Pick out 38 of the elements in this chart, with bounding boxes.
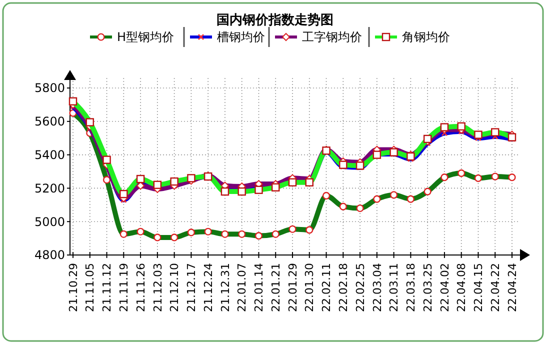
- x-tick-label: 22.04.08: [455, 263, 468, 312]
- y-tick-label: 5400: [34, 148, 65, 162]
- x-tick-label: 21.11.26: [134, 263, 148, 312]
- x-tick-label: 22.03.04: [370, 263, 384, 312]
- x-tick-label: 22.04.02: [438, 263, 452, 312]
- legend-label: 工字钢均价: [302, 30, 362, 44]
- x-tick-label: 22.01.07: [236, 263, 249, 312]
- y-tick-label: 5000: [34, 214, 65, 229]
- x-tick-label: 21.10.29: [66, 263, 80, 312]
- x-tick-label: 22.03.11: [388, 263, 401, 312]
- x-tick-label: 21.11.19: [118, 263, 131, 312]
- x-tick-label: 22.03.18: [404, 263, 418, 312]
- x-tick-label: 21.12.31: [218, 263, 232, 312]
- y-tick-label: 4800: [34, 248, 65, 262]
- x-tick-label: 22.01.14: [252, 263, 266, 312]
- y-tick-label: 5200: [34, 181, 65, 196]
- y-tick-label: 5600: [34, 114, 65, 129]
- legend-label: 槽钢均价: [217, 30, 265, 44]
- legend-label: H型钢均价: [117, 30, 174, 44]
- x-tick-label: 21.12.17: [185, 263, 198, 312]
- x-tick-label: 22.01.29: [286, 263, 300, 312]
- x-tick-label: 21.12.10: [168, 263, 182, 312]
- x-tick-label: 22.02.11: [320, 263, 334, 312]
- x-tick-label: 22.02.25: [354, 263, 367, 312]
- x-tick-label: 22.01.21: [269, 263, 282, 312]
- legend-label: 角钢均价: [402, 30, 450, 44]
- x-tick-label: 22.04.22: [488, 263, 502, 312]
- x-tick-label: 22.03.25: [421, 263, 434, 312]
- x-tick-label: 21.12.24: [202, 263, 215, 312]
- x-tick-label: 22.01.30: [303, 263, 316, 312]
- x-tick-label: 22.02.18: [337, 263, 350, 312]
- chart-title: 国内钢价指数走势图: [216, 12, 334, 28]
- x-tick-label: 21.12.03: [151, 263, 164, 312]
- x-tick-label: 22.04.24: [506, 263, 519, 312]
- x-tick-label: 22.04.15: [472, 263, 486, 312]
- x-tick-label: 21.11.05: [84, 263, 97, 312]
- x-tick-label: 21.11.12: [100, 263, 114, 312]
- y-tick-label: 5800: [34, 81, 65, 96]
